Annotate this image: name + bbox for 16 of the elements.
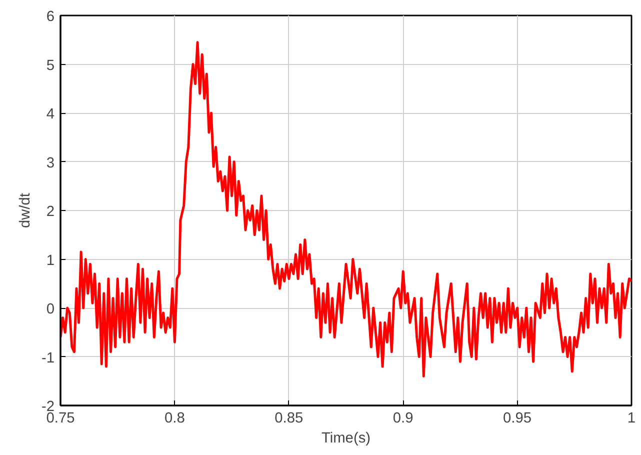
x-tick-label: 0.95 <box>503 410 532 426</box>
y-tick-label: 6 <box>46 9 55 25</box>
x-tick-label: 0.8 <box>164 410 185 426</box>
y-tick-label: 4 <box>46 106 55 122</box>
y-axis-title: dw/dt <box>17 192 34 228</box>
line-series <box>60 41 632 378</box>
x-tick-label: 0.9 <box>392 410 414 426</box>
y-tick-label: 2 <box>46 204 55 220</box>
x-axis-title: Time(s) <box>321 430 371 446</box>
x-tick-label: 0.85 <box>274 410 304 426</box>
y-tick-label: 5 <box>46 58 55 74</box>
x-tick-label: 1 <box>627 410 636 426</box>
y-tick-label: -1 <box>41 350 55 366</box>
y-tick-label: 0 <box>46 302 55 318</box>
y-tick-label: 3 <box>46 155 55 172</box>
y-tick-label: 1 <box>46 252 55 269</box>
